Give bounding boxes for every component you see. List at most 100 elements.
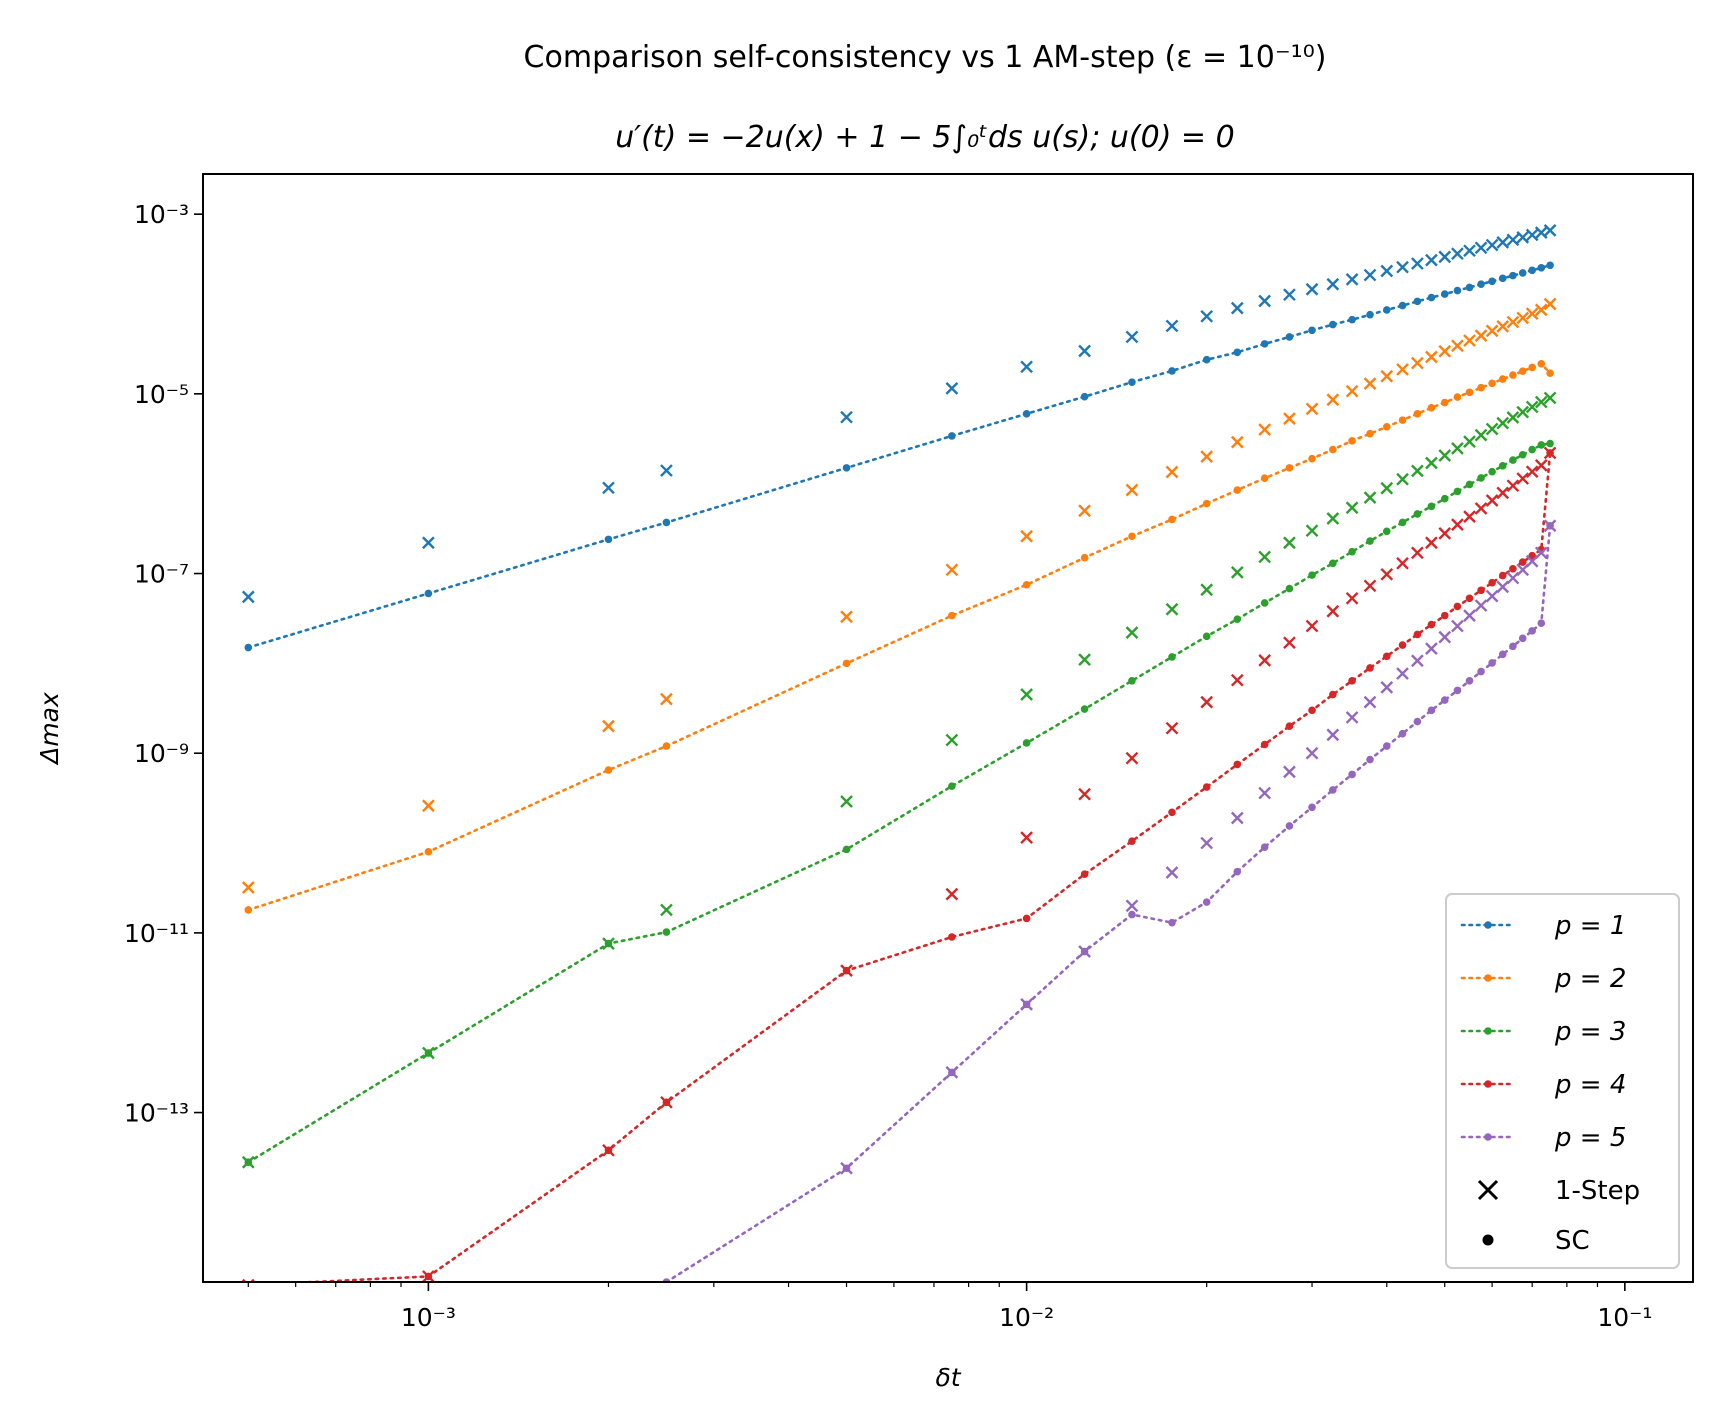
sc-point (1498, 571, 1507, 580)
sc-point (1285, 822, 1294, 830)
step-point (1516, 405, 1530, 419)
sc-point (1022, 580, 1031, 589)
y-axis-label: Δmax (35, 692, 64, 766)
step-point (840, 1161, 853, 1175)
sc-point (1509, 271, 1517, 280)
sc-point (1427, 403, 1436, 412)
step-point (1438, 250, 1452, 264)
step-point (1283, 288, 1296, 302)
sc-point (1128, 378, 1136, 386)
sc-point (1308, 454, 1316, 463)
step-point (1396, 472, 1409, 486)
legend-dot-swatch (1484, 1133, 1492, 1141)
sc-point (1168, 515, 1176, 524)
step-point (1451, 339, 1464, 353)
step-point (1485, 494, 1499, 507)
step-point (1425, 536, 1438, 550)
y-tick-label: 10⁻¹¹ (124, 919, 189, 948)
sc-point (1285, 464, 1294, 472)
step-point (422, 799, 435, 813)
sc-point (1080, 392, 1089, 401)
step-point (1474, 599, 1488, 612)
step-point (1534, 395, 1548, 409)
sc-point (1308, 326, 1316, 335)
sc-point (1427, 293, 1436, 302)
sc-point (1440, 494, 1449, 503)
sc-point (662, 742, 671, 750)
step-point (1165, 465, 1179, 479)
step-point (1345, 273, 1359, 286)
sc-point (1537, 619, 1546, 627)
step-point (1020, 529, 1033, 543)
sc-point (1260, 843, 1269, 851)
step-point (1345, 384, 1359, 398)
step-point (1425, 642, 1438, 655)
step-point (1463, 334, 1476, 347)
sc-point (244, 906, 253, 914)
sc-point (1537, 360, 1546, 368)
step-point (1438, 630, 1452, 644)
step-point (840, 410, 853, 424)
sc-point (1398, 641, 1407, 649)
chart-title: Comparison self-consistency vs 1 AM-step… (524, 40, 1327, 75)
step-point (1411, 257, 1424, 270)
series-line (247, 442, 1552, 1164)
step-point (1326, 393, 1340, 407)
sc-point (1488, 659, 1496, 667)
sc-point (1022, 739, 1031, 747)
sc-point (1427, 502, 1436, 511)
step-point (1534, 546, 1548, 560)
sc-point (1465, 283, 1474, 292)
sc-point (1509, 456, 1517, 464)
step-point (1345, 711, 1359, 724)
step-point (1485, 589, 1499, 603)
step-point (241, 1155, 255, 1169)
step-point (1230, 301, 1244, 315)
step-point (1125, 899, 1139, 913)
sc-point (1202, 783, 1211, 791)
sc-point (1413, 297, 1422, 306)
step-point (1230, 566, 1244, 579)
step-point (1078, 653, 1091, 666)
step-point (1363, 695, 1377, 709)
step-point (1363, 268, 1377, 282)
sc-point (1366, 537, 1374, 545)
sc-point (842, 464, 851, 472)
step-point (1543, 446, 1557, 460)
step-point (1363, 491, 1377, 504)
sc-point (1260, 599, 1269, 607)
sc-point (1382, 527, 1391, 536)
sc-point (1348, 676, 1356, 685)
sc-point (1477, 280, 1485, 289)
step-point (1200, 836, 1214, 850)
step-point (1543, 297, 1557, 311)
step-point (945, 1066, 959, 1079)
legend-dot-swatch (1484, 921, 1492, 929)
sc-point (1537, 263, 1546, 272)
step-point (1125, 626, 1139, 639)
step-point (1165, 866, 1179, 879)
step-point (1516, 231, 1530, 244)
sc-point (1202, 898, 1211, 906)
sc-point (1080, 870, 1089, 878)
step-point (945, 563, 959, 577)
sc-point (1168, 918, 1176, 927)
step-point (945, 382, 959, 395)
step-point (1396, 260, 1409, 274)
step-point (1534, 303, 1548, 317)
legend-dot-swatch (1484, 1027, 1492, 1035)
step-point (1474, 241, 1488, 255)
sc-point (1537, 441, 1546, 449)
step-point (1326, 728, 1340, 742)
step-point (1078, 344, 1091, 358)
step-point (1363, 377, 1377, 390)
sc-point (1382, 422, 1391, 431)
step-point (1345, 591, 1359, 605)
sc-point (948, 933, 956, 941)
step-point (1345, 501, 1359, 515)
step-point (1230, 435, 1244, 449)
step-point (1543, 391, 1557, 405)
step-point (1496, 320, 1510, 333)
step-point (1438, 527, 1452, 540)
sc-point (1382, 742, 1391, 750)
